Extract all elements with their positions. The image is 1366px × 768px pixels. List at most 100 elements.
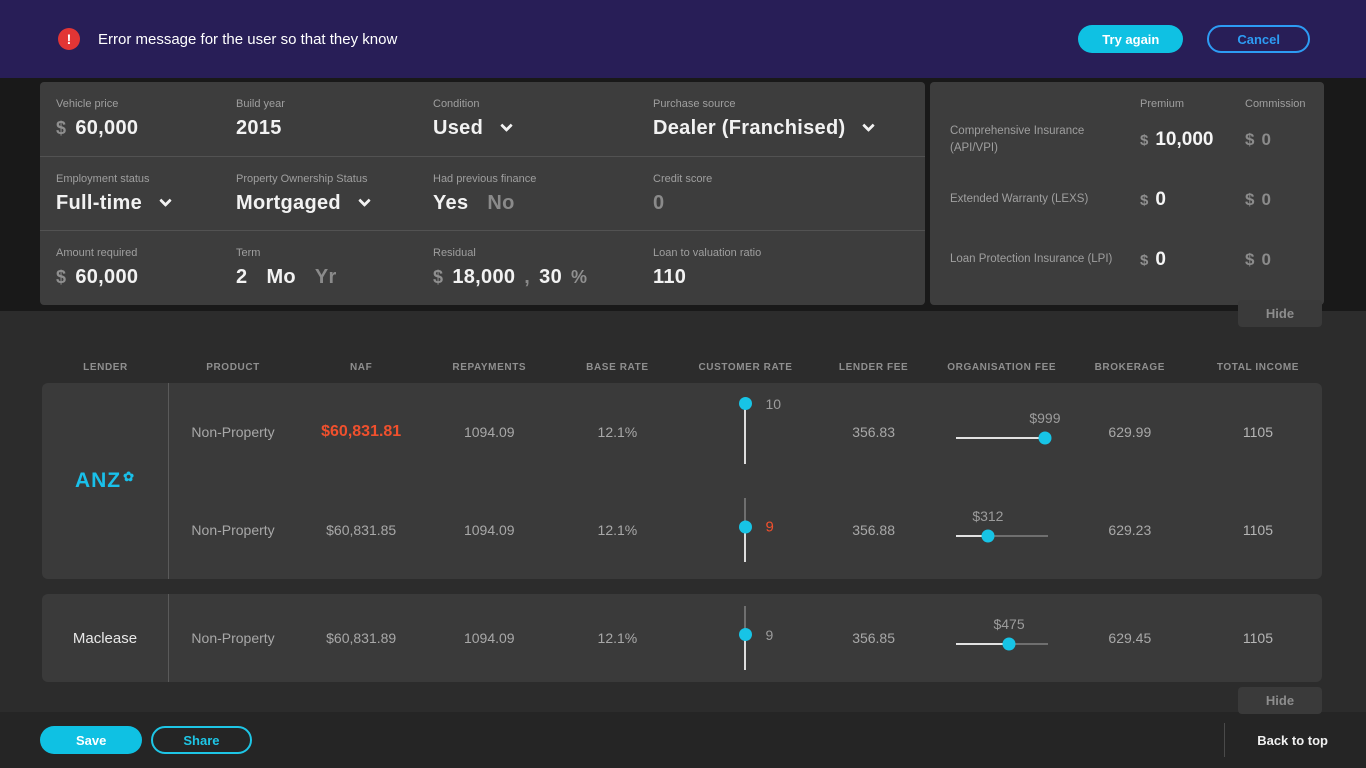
lender-group-anz: ANZ ✿ Non-Property $60,831.81 1094.09 12.… xyxy=(42,383,1322,579)
currency-symbol: $ xyxy=(1140,192,1149,209)
field-condition[interactable]: Condition Used xyxy=(433,82,653,156)
field-label: Property Ownership Status xyxy=(236,172,368,185)
currency-symbol: $ xyxy=(1140,252,1149,269)
slider-handle[interactable] xyxy=(1038,431,1052,445)
total-income-cell: 1105 xyxy=(1242,630,1273,646)
field-ltv[interactable]: Loan to valuation ratio 110 xyxy=(653,231,909,304)
organisation-fee-slider[interactable]: $999 xyxy=(955,410,1061,452)
commission-value: 0 xyxy=(1261,130,1271,149)
hide-table-button[interactable]: Hide xyxy=(1238,687,1322,714)
organisation-fee-cell: $999 xyxy=(938,410,1066,452)
lender-cell: ANZ ✿ xyxy=(42,383,169,579)
naf-cell: $60,831.85 xyxy=(326,522,397,538)
anz-logo: ANZ ✿ xyxy=(75,469,135,493)
organisation-fee-cell: $475 xyxy=(938,616,1066,658)
term-month-option[interactable]: Mo xyxy=(266,265,296,288)
previous-finance-no-option[interactable]: No xyxy=(487,191,515,214)
hide-insurance-button[interactable]: Hide xyxy=(1238,300,1322,327)
field-credit-score[interactable]: Credit score 0 xyxy=(653,157,909,230)
field-employment-status[interactable]: Employment status Full-time xyxy=(56,157,236,230)
field-purchase-source[interactable]: Purchase source Dealer (Franchised) xyxy=(653,82,909,156)
condition-value[interactable]: Used xyxy=(433,117,484,139)
base-rate-cell: 12.1% xyxy=(597,630,638,646)
customer-rate-cell: 9 xyxy=(681,498,809,562)
residual-separator: , xyxy=(524,265,531,288)
lender-fee-cell: 356.88 xyxy=(852,522,896,538)
col-header-repayments: REPAYMENTS xyxy=(452,362,527,373)
error-message: Error message for the user so that they … xyxy=(98,30,398,48)
customer-rate-slider[interactable]: 9 xyxy=(739,498,774,562)
customer-rate-slider[interactable]: 10 xyxy=(739,396,781,464)
col-header-base-rate: BASE RATE xyxy=(586,362,649,373)
field-vehicle-price[interactable]: Vehicle price $60,000 xyxy=(56,82,236,156)
organisation-fee-value: $999 xyxy=(1029,410,1061,426)
share-button[interactable]: Share xyxy=(151,726,252,754)
field-label: Loan to valuation ratio xyxy=(653,246,762,259)
lender-name: Maclease xyxy=(72,629,138,647)
product-cell: Non-Property xyxy=(191,630,275,646)
field-amount-required[interactable]: Amount required $60,000 xyxy=(56,231,236,304)
form-row-2: Employment status Full-time Property Own… xyxy=(40,156,925,230)
ltv-value[interactable]: 110 xyxy=(653,265,687,288)
credit-score-value[interactable]: 0 xyxy=(653,191,665,214)
insurance-row-comprehensive: Comprehensive Insurance (API/VPI) $10,00… xyxy=(950,110,1304,170)
brokerage-cell: 629.23 xyxy=(1108,522,1152,538)
lender-name: ANZ xyxy=(74,469,122,492)
employment-status-value[interactable]: Full-time xyxy=(56,191,143,214)
property-ownership-value[interactable]: Mortgaged xyxy=(236,191,341,214)
slider-handle[interactable] xyxy=(739,520,753,534)
field-label: Had previous finance xyxy=(433,172,537,185)
vehicle-price-value[interactable]: 60,000 xyxy=(75,117,139,139)
field-label: Vehicle price xyxy=(56,98,119,110)
slider-track xyxy=(955,535,1048,537)
term-year-option[interactable]: Yr xyxy=(314,265,337,288)
col-header-lender-fee: LENDER FEE xyxy=(838,362,909,373)
commission-value: 0 xyxy=(1261,190,1271,209)
col-header-customer-rate: CUSTOMER RATE xyxy=(698,362,793,373)
field-term: Term 2 Mo Yr xyxy=(236,231,433,304)
purchase-source-value[interactable]: Dealer (Franchised) xyxy=(653,117,846,139)
slider-handle[interactable] xyxy=(739,397,753,411)
premium-column-header: Premium xyxy=(1140,98,1185,110)
naf-cell: $60,831.89 xyxy=(326,630,397,646)
amount-required-value[interactable]: 60,000 xyxy=(75,265,139,288)
repayments-cell: 1094.09 xyxy=(463,522,515,538)
customer-rate-value: 9 xyxy=(765,626,774,643)
chevron-down-icon xyxy=(159,193,172,207)
insurance-row-lpi: Loan Protection Insurance (LPI) $0 $0 xyxy=(950,230,1304,290)
slider-fill xyxy=(744,634,747,670)
col-header-organisation-fee: ORGANISATION FEE xyxy=(947,362,1057,373)
chevron-down-icon xyxy=(500,119,513,133)
table-header-row: LENDER PRODUCT NAF REPAYMENTS BASE RATE … xyxy=(42,362,1322,373)
organisation-fee-value: $312 xyxy=(972,508,1004,524)
residual-amount-value[interactable]: 18,000 xyxy=(452,265,516,288)
organisation-fee-slider[interactable]: $475 xyxy=(955,616,1048,658)
insurance-row-label: Extended Warranty (LEXS) xyxy=(950,193,1089,206)
previous-finance-yes-option[interactable]: Yes xyxy=(433,191,469,214)
back-to-top-link[interactable]: Back to top xyxy=(1257,732,1328,748)
residual-percent-value[interactable]: 30 xyxy=(539,265,563,288)
build-year-value[interactable]: 2015 xyxy=(236,117,282,139)
customer-rate-value: 10 xyxy=(765,395,782,412)
col-header-total-income: TOTAL INCOME xyxy=(1216,362,1300,373)
field-build-year[interactable]: Build year 2015 xyxy=(236,82,433,156)
cancel-button[interactable]: Cancel xyxy=(1207,25,1310,53)
footer-bar: Save Share Back to top xyxy=(0,712,1366,768)
field-label: Term xyxy=(236,246,261,259)
form-row-3: Amount required $60,000 Term 2 Mo Yr Resid… xyxy=(40,230,925,304)
customer-rate-slider[interactable]: 9 xyxy=(739,606,773,670)
footer-divider xyxy=(1224,723,1226,757)
organisation-fee-slider[interactable]: $312 xyxy=(955,508,1048,550)
field-property-ownership[interactable]: Property Ownership Status Mortgaged xyxy=(236,157,433,230)
base-rate-cell: 12.1% xyxy=(597,522,638,538)
try-again-button[interactable]: Try again xyxy=(1078,25,1184,53)
product-cell: Non-Property xyxy=(191,522,275,538)
slider-handle[interactable] xyxy=(739,628,753,642)
slider-handle[interactable] xyxy=(981,529,995,543)
save-button[interactable]: Save xyxy=(40,726,143,754)
error-icon: ! xyxy=(58,28,80,50)
insurance-row-label: Comprehensive Insurance (API/VPI) xyxy=(950,124,1085,154)
insurance-row-warranty: Extended Warranty (LEXS) $0 $0 xyxy=(950,170,1304,230)
term-value[interactable]: 2 xyxy=(236,265,248,288)
slider-handle[interactable] xyxy=(1002,637,1016,651)
